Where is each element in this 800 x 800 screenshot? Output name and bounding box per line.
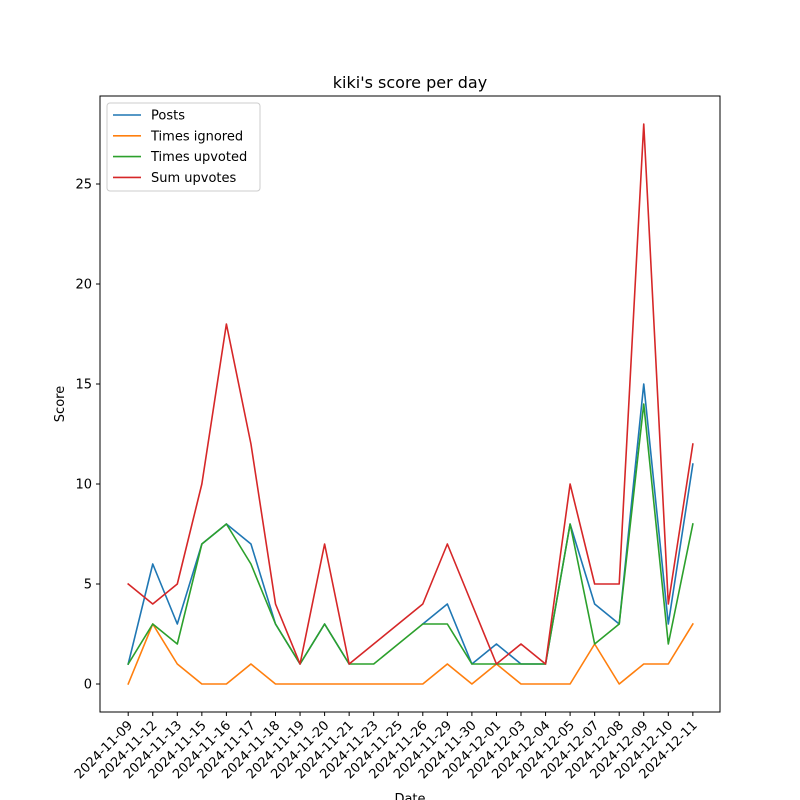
plot-frame <box>99 95 721 713</box>
y-tick-label: 25 <box>75 178 92 193</box>
series-line-times-ignored <box>127 622 694 686</box>
y-tick-label: 5 <box>84 578 92 593</box>
y-tick-label: 15 <box>75 378 92 393</box>
x-axis-label: Date <box>394 792 425 800</box>
series-line-sum-upvotes <box>127 123 694 665</box>
y-tick-label: 20 <box>75 278 92 293</box>
y-axis-label: Score <box>53 386 68 422</box>
legend-frame <box>106 102 261 192</box>
chart-title: kiki's score per day <box>333 73 487 92</box>
legend-label: Times ignored <box>150 129 243 144</box>
legend-label: Sum upvotes <box>151 171 237 186</box>
y-tick-label: 0 <box>84 678 92 693</box>
y-tick-label: 10 <box>75 478 92 493</box>
legend-label: Times upvoted <box>150 150 247 165</box>
legend: Posts Times ignored Times upvoted Sum upvot… <box>106 102 261 192</box>
legend-label: Posts <box>151 109 185 124</box>
series-line-times-upvoted <box>127 403 694 666</box>
